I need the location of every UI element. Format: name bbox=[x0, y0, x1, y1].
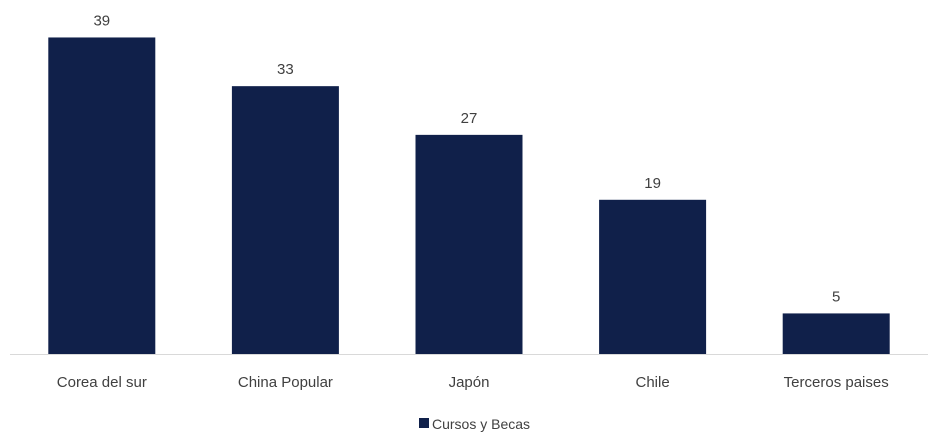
data-label-3: 19 bbox=[644, 175, 661, 192]
legend-label: Cursos y Becas bbox=[432, 416, 530, 432]
bar-4 bbox=[782, 313, 890, 354]
legend-swatch bbox=[419, 418, 429, 428]
bar-3 bbox=[599, 199, 707, 354]
category-labels-group: Corea del sur China Popular Japón Chile Terc… bbox=[57, 374, 889, 391]
bar-0 bbox=[48, 37, 156, 354]
data-label-1: 33 bbox=[277, 61, 294, 78]
bar-2 bbox=[415, 134, 523, 354]
data-label-0: 39 bbox=[93, 12, 110, 29]
bar-1 bbox=[231, 86, 339, 355]
data-label-2: 27 bbox=[461, 110, 478, 127]
data-labels-group: 39 33 27 19 5 bbox=[93, 12, 840, 305]
category-label-3: Chile bbox=[636, 374, 670, 391]
category-label-2: Japón bbox=[449, 374, 490, 391]
category-label-0: Corea del sur bbox=[57, 374, 147, 391]
data-label-4: 5 bbox=[832, 288, 840, 305]
bars-group bbox=[48, 37, 890, 355]
category-label-4: Terceros paises bbox=[784, 374, 889, 391]
legend: Cursos y Becas bbox=[419, 416, 530, 432]
category-label-1: China Popular bbox=[238, 374, 333, 391]
